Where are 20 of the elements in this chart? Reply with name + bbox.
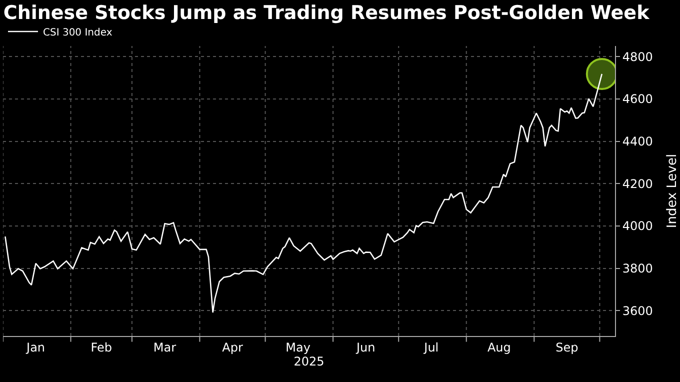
y-tick-label: 4200 [622, 176, 653, 191]
x-tick-label: Sep [556, 340, 578, 354]
y-axis-title: Index Level [665, 154, 680, 228]
y-tick-label: 4600 [622, 92, 653, 106]
x-tick-label: Apr [222, 340, 243, 354]
x-tick-label: Aug [487, 340, 511, 354]
x-tick-label: Feb [90, 340, 112, 354]
y-tick-label: 3800 [622, 261, 653, 276]
x-axis-title: 2025 [294, 354, 324, 368]
y-tick-label: 4400 [622, 134, 653, 148]
x-tick-label: Jul [423, 340, 439, 354]
x-tick-label: Jun [355, 340, 376, 354]
chart-title: Chinese Stocks Jump as Trading Resumes Post-Golden Week [3, 2, 650, 24]
x-tick-label: May [286, 340, 310, 354]
x-tick-label: Jan [26, 340, 46, 354]
y-tick-label: 4800 [622, 50, 653, 64]
y-tick-label: 3600 [622, 304, 653, 318]
x-tick-label: Mar [153, 340, 176, 354]
legend-label: CSI 300 Index [43, 27, 112, 38]
y-tick-label: 4000 [622, 219, 653, 234]
